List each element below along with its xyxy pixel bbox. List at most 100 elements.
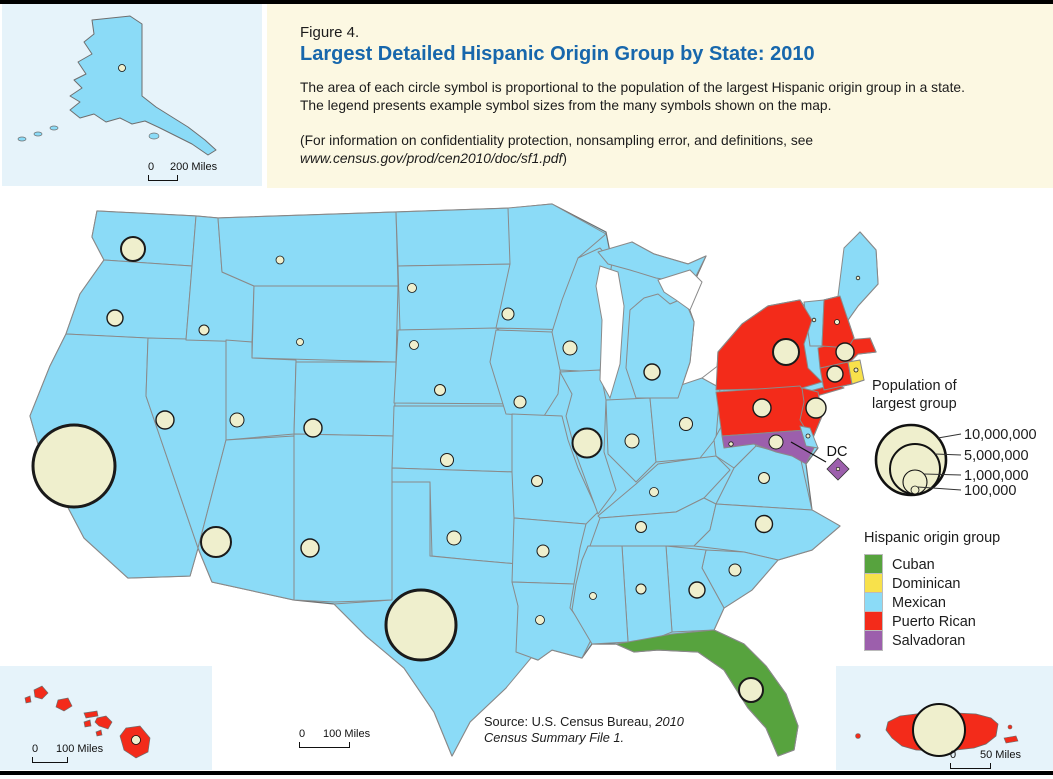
scale-zero: 0 (299, 728, 306, 740)
population-circle-VT (811, 317, 817, 323)
population-circle-AZ (200, 526, 232, 558)
state-NM (293, 433, 395, 603)
population-circle-NV (155, 410, 175, 430)
scale-bracket (299, 742, 350, 748)
salvadoran-label: Salvadoran (892, 632, 966, 649)
legend-row-mexican: Mexican (864, 592, 1050, 613)
note-close-paren: ) (562, 150, 567, 166)
puerto-rico-map (855, 703, 1019, 757)
state-WY (251, 285, 399, 363)
lake-michigan (595, 265, 625, 400)
population-circle-TN (635, 521, 647, 533)
size-legend: Population of largest group 10,000,000 5… (872, 378, 1037, 499)
figure-description: The area of each circle symbol is propor… (300, 79, 1039, 115)
aleutian-island (33, 131, 43, 137)
state-AK (69, 15, 217, 156)
size-leader-line (934, 453, 962, 456)
population-circle-MD (768, 434, 784, 450)
mainland-scalebar: 0 100 Miles (299, 729, 370, 748)
size-legend-title-line1: Population of (872, 378, 958, 394)
scale-bracket (950, 763, 991, 769)
island-kauai (33, 685, 49, 700)
puerto-rico-inset: 0 50 Miles (836, 666, 1053, 770)
island-niihau (24, 695, 32, 704)
size-leader-line (937, 433, 962, 439)
scale-label: 200 Miles (170, 161, 218, 173)
population-circle-ND (407, 283, 417, 293)
population-circle-WI (562, 340, 578, 356)
population-circle-WA (120, 236, 146, 262)
description-line-1: The area of each circle symbol is propor… (300, 80, 965, 95)
dc-label: DC (827, 444, 848, 460)
population-circle-CO (303, 418, 323, 438)
lake-huron (657, 269, 703, 311)
puerto-rico-scalebar: 0 50 Miles (950, 750, 1021, 769)
bottom-rule (0, 771, 1053, 775)
population-circles (31, 236, 861, 703)
hawaii-map (24, 685, 151, 759)
kodiak-island (148, 132, 160, 140)
figure-label: Figure 4. (300, 24, 360, 41)
population-circle-NH (834, 319, 840, 325)
population-circle-WV (728, 441, 734, 447)
origin-legend: Hispanic origin group Cuban Dominican Me… (864, 530, 1050, 651)
figure-title: Largest Detailed Hispanic Origin Group b… (300, 43, 815, 65)
origin-legend-title: Hispanic origin group (864, 530, 1001, 546)
population-circle-MN (501, 307, 515, 321)
scale-zero: 0 (32, 743, 39, 755)
state-MI (625, 293, 695, 399)
alaska-scalebar: 0 200 Miles (148, 162, 217, 181)
note-line-2: www.census.gov/prod/cen2010/doc/sf1.pdf) (300, 150, 1039, 168)
size-label-5000000: 5,000,000 (964, 448, 1029, 464)
population-circle-MS (589, 592, 597, 600)
population-circle-NY (772, 338, 800, 366)
state-MT (217, 211, 399, 287)
scale-label: 100 Miles (323, 728, 371, 740)
scale-bracket (32, 757, 68, 763)
dominican-swatch (864, 573, 883, 594)
population-circle-IL (571, 427, 603, 459)
population-circle-AR (536, 544, 550, 558)
source-prefix: Source: U.S. Census Bureau, (484, 714, 656, 729)
scale-zero: 0 (950, 749, 957, 761)
population-circle-NC (754, 514, 774, 534)
cuban-label: Cuban (892, 556, 935, 573)
mexican-label: Mexican (892, 594, 946, 611)
scale-label: 100 Miles (56, 743, 104, 755)
figure-note: (For information on confidentiality prot… (300, 132, 1039, 168)
puerto-rico-population-circle (912, 703, 966, 757)
population-circle-NM (300, 538, 320, 558)
population-circle-PA (752, 398, 772, 418)
hawaii-scalebar: 0 100 Miles (32, 744, 103, 763)
population-circle-GA (688, 581, 706, 599)
scale-label: 50 Miles (980, 749, 1021, 761)
size-label-10000000: 10,000,000 (964, 427, 1037, 443)
island-mona (855, 733, 861, 739)
population-circle-DE (805, 433, 811, 439)
puerto-rican-label: Puerto Rican (892, 613, 976, 630)
state-WA (91, 210, 197, 267)
population-circle-LA (535, 615, 545, 625)
puerto-rican-swatch (864, 611, 883, 632)
population-circle-WY (296, 338, 304, 346)
population-circle-CA (31, 423, 117, 509)
size-legend-title-line2: largest group (872, 396, 957, 412)
island-oahu (55, 697, 73, 712)
legend-row-dominican: Dominican (864, 573, 1050, 594)
size-label-100000: 100,000 (964, 483, 1016, 499)
island-culebra (1007, 724, 1013, 730)
population-circle-RI (853, 367, 859, 373)
population-circle-SC (728, 563, 742, 577)
island-vieques (1003, 735, 1019, 744)
population-circle-VA (758, 472, 770, 484)
note-line-1: (For information on confidentiality prot… (300, 132, 814, 148)
hawaii-inset: 0 100 Miles (0, 666, 212, 770)
state-LA (511, 581, 593, 661)
size-leader-line (917, 486, 962, 491)
legend-row-puerto-rican: Puerto Rican (864, 611, 1050, 632)
state-MS (571, 545, 629, 645)
hawaii-population-circle (131, 735, 141, 745)
population-circle-MO (531, 475, 543, 487)
aleutian-island (17, 136, 27, 142)
